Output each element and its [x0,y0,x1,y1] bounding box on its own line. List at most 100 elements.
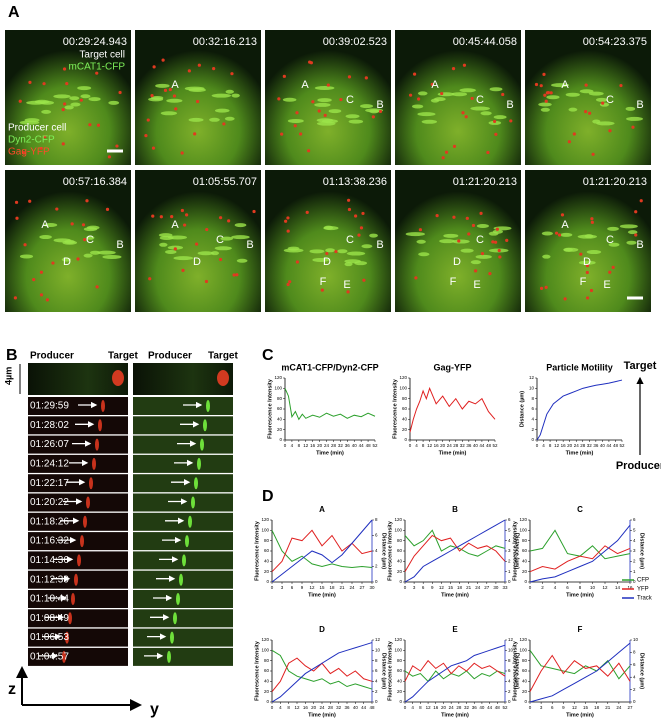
particle [311,100,315,104]
series-line [404,529,506,557]
y2-tick-label: 1 [633,569,636,574]
particle [534,82,539,87]
x-axis-label: Time (min) [566,712,594,718]
timestamp: 01:21:20.213 [453,176,517,188]
column-header: Producer [30,351,74,362]
filopodia [579,89,594,94]
signal [206,400,210,412]
particle [88,123,92,127]
particle [168,88,172,92]
filopodia [460,248,474,253]
legend-label: YFP [637,587,649,593]
particle [163,88,168,93]
y-tick-label: 2 [531,427,534,432]
filopodia [433,97,446,102]
y-tick-label: 6 [531,406,534,411]
particle [430,82,434,86]
x-tick-label: 28 [453,443,459,448]
x-tick-label: 0 [284,443,287,448]
particle [65,82,69,86]
particle [492,119,497,124]
x-tick-label: 44 [487,705,493,710]
y-tick-label: 80 [522,538,528,543]
x-tick-label: 6 [551,705,554,710]
particle [539,84,543,88]
particle [494,132,498,136]
filopodia [236,258,248,263]
filopodia [578,260,596,265]
y-tick-label: 100 [261,528,269,533]
x-tick-label: 3 [540,705,543,710]
kymo-row [133,628,233,647]
time-label: 01:10:44 [30,594,69,605]
signal [68,612,72,625]
panel-label: A [8,4,20,21]
particle [601,101,605,105]
particle [39,293,44,297]
particle [15,216,19,220]
particle [232,273,236,277]
particle-label: B [636,99,643,111]
particle [497,248,501,253]
timestamp: 00:57:16.384 [63,176,127,188]
particle [28,199,32,203]
particle [560,213,565,217]
particle [409,93,413,97]
particle [585,264,590,268]
y-tick-label: 80 [264,658,270,663]
y-tick-label: 120 [519,517,527,522]
particle [359,226,364,230]
panel-label: B [6,347,18,364]
particle-label: B [376,99,383,111]
particle [193,132,197,136]
y2-tick-label: 0 [375,579,378,584]
y-tick-label: 20 [264,689,270,694]
micrograph [265,30,391,165]
particle [608,270,612,274]
filopodia [625,106,636,111]
signal [194,477,198,490]
y-tick-label: 100 [261,648,269,653]
x-tick-label: 33 [502,585,508,590]
y2-tick-label: 8 [508,658,511,663]
signal [74,573,78,586]
filopodia [627,230,638,235]
y-axis-label: Fluorescence Intensity [254,640,260,701]
y2-axis-label: Distance (µm) [381,653,387,689]
particle [544,285,548,289]
y2-tick-label: 6 [633,662,636,667]
x-tick-label: 48 [486,443,492,448]
particle [509,119,513,123]
filopodia [102,254,122,259]
y2-tick-label: 5 [633,528,636,533]
particle [218,216,223,220]
x-tick-label: 28 [456,705,462,710]
annotation: Target cell [79,50,125,61]
filopodia [470,260,482,265]
time-label: 01:06:53 [30,632,69,643]
y2-axis-label: Distance (µm) [514,533,520,569]
y-tick-label: 0 [531,437,534,442]
signal [179,573,183,586]
filopodia [568,107,578,112]
kymo-row [133,532,233,551]
y2-tick-label: 4 [508,679,511,684]
particle-label: D [323,256,331,268]
y-axis-label: Fluorescence Intensity [387,640,393,701]
signal [182,554,186,567]
filopodia [540,107,550,112]
series-line [271,642,373,703]
x-tick-label: 0 [529,705,532,710]
particle [22,151,26,155]
x-axis-label: Time (min) [566,592,594,598]
particle [96,123,101,127]
particle [325,251,329,256]
particle-label: D [453,256,461,268]
filopodia [360,104,374,109]
x-tick-label: 48 [366,443,372,448]
filopodia [70,102,81,107]
x-tick-label: 48 [495,705,501,710]
kymo-row [133,397,233,415]
filopodia [282,97,297,102]
particle [462,63,467,67]
